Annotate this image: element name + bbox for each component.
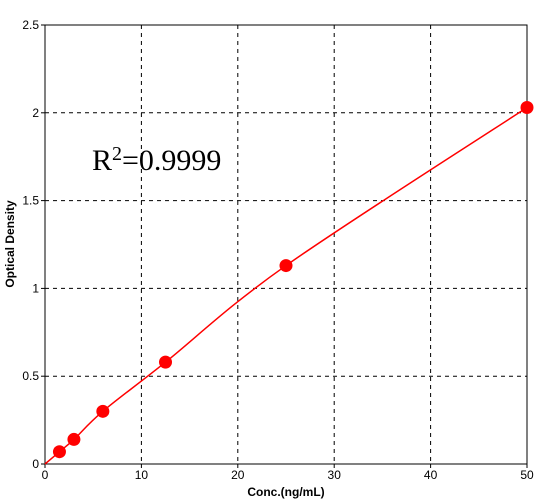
x-tick-label: 40 xyxy=(424,468,438,482)
y-tick-label: 1 xyxy=(32,281,39,295)
data-points xyxy=(52,101,534,459)
r-squared-annotation: R2=0.9999 xyxy=(92,143,221,177)
data-point xyxy=(67,432,81,446)
y-tick-label: 2 xyxy=(32,106,39,120)
y-tick-label: 0.5 xyxy=(22,369,39,383)
x-tick-label: 50 xyxy=(520,468,534,482)
x-tick-label: 10 xyxy=(135,468,149,482)
data-point xyxy=(279,259,293,273)
data-point xyxy=(159,355,172,369)
data-point xyxy=(520,101,534,115)
y-tick-label: 1.5 xyxy=(22,194,39,208)
x-axis-ticks: 0 10 20 30 40 50 xyxy=(42,464,534,482)
y-tick-label: 2.5 xyxy=(22,18,39,32)
y-tick-label: 0 xyxy=(32,457,39,471)
data-point xyxy=(96,404,110,418)
data-point xyxy=(52,445,66,459)
x-tick-label: 0 xyxy=(42,468,49,482)
grid-lines xyxy=(45,25,527,464)
x-tick-label: 30 xyxy=(328,468,342,482)
x-tick-label: 20 xyxy=(231,468,245,482)
y-axis-ticks: 0 0.5 1 1.5 2 2.5 xyxy=(22,18,45,471)
y-axis-title: Optical Density xyxy=(3,200,17,288)
plot-frame xyxy=(44,24,528,465)
x-axis-title: Conc.(ng/mL) xyxy=(247,485,324,499)
